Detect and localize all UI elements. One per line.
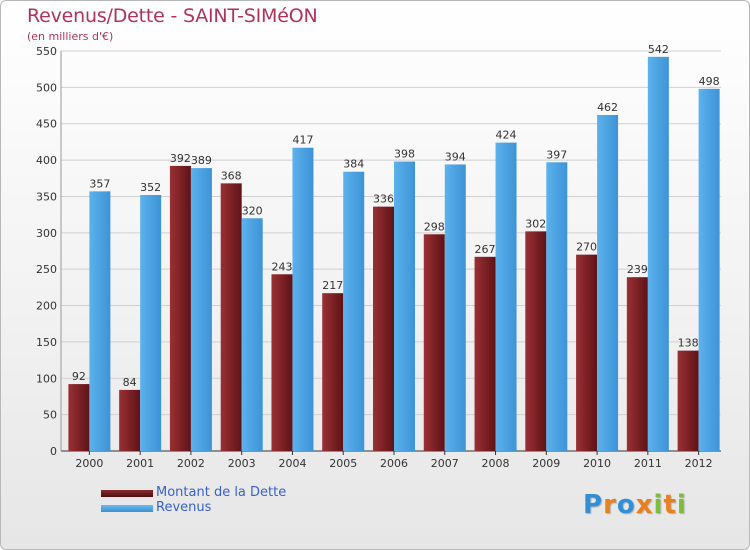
data-label: 217	[322, 279, 343, 292]
bar-revenus	[444, 164, 466, 452]
data-label: 384	[343, 158, 364, 171]
bar-dette	[423, 234, 445, 451]
data-label: 138	[678, 337, 699, 350]
x-tick-label: 2002	[177, 457, 205, 470]
data-label: 424	[496, 129, 517, 142]
data-label: 239	[627, 263, 648, 276]
bar-dette	[271, 274, 293, 451]
y-tick-label: 300	[36, 227, 57, 240]
x-tick-label: 2004	[278, 457, 306, 470]
data-label: 389	[191, 154, 212, 167]
data-label: 368	[221, 169, 242, 182]
x-tick-label: 2005	[329, 457, 357, 470]
logo-letter: t	[663, 490, 677, 520]
chart-title: Revenus/Dette - SAINT-SIMéON	[27, 5, 318, 27]
logo-letter: i	[653, 490, 664, 520]
x-tick-label: 2003	[228, 457, 256, 470]
data-label: 336	[373, 193, 394, 206]
data-label: 243	[271, 260, 292, 273]
logo-letter: i	[676, 490, 687, 520]
data-label: 357	[89, 177, 110, 190]
bar-dette	[220, 183, 242, 451]
data-label: 394	[445, 150, 466, 163]
legend-label-dette: Montant de la Dette	[156, 485, 287, 500]
bar-revenus	[495, 142, 517, 452]
bar-dette	[373, 206, 394, 451]
y-tick-label: 50	[43, 409, 57, 422]
data-label: 398	[394, 148, 415, 161]
bar-revenus	[698, 88, 720, 452]
data-label: 270	[576, 241, 597, 254]
bar-revenus	[190, 168, 212, 451]
bar-dette	[626, 277, 648, 451]
bar-revenus	[546, 162, 568, 452]
bar-revenus	[292, 147, 314, 451]
y-tick-label: 500	[36, 81, 57, 94]
bar-revenus	[241, 218, 263, 451]
bar-revenus	[140, 195, 162, 451]
proxiti-logo: Proxiti	[583, 490, 687, 520]
bar-revenus	[343, 171, 365, 451]
data-label: 298	[424, 220, 445, 233]
x-tick-label: 2001	[126, 457, 154, 470]
y-tick-label: 250	[36, 263, 57, 276]
logo-letter: P	[583, 490, 604, 520]
data-label: 417	[292, 134, 313, 147]
data-label: 84	[123, 376, 137, 389]
x-tick-label: 2007	[431, 457, 459, 470]
legend-label-revenus: Revenus	[156, 500, 212, 515]
x-tick-label: 2006	[380, 457, 408, 470]
data-label: 542	[648, 43, 669, 56]
x-tick-label: 2000	[75, 457, 103, 470]
data-label: 462	[597, 101, 618, 114]
logo-letter: x	[635, 490, 654, 520]
bar-dette	[322, 293, 344, 451]
data-label: 397	[546, 148, 567, 161]
y-tick-label: 550	[36, 45, 57, 58]
legend-swatch-revenus	[101, 505, 153, 512]
bar-dette	[119, 389, 141, 451]
logo-letter: r	[603, 490, 617, 520]
y-tick-label: 0	[50, 445, 57, 458]
bar-dette	[576, 254, 598, 451]
logo-letter: o	[616, 490, 636, 520]
data-label: 498	[699, 75, 720, 88]
x-tick-label: 2011	[634, 457, 662, 470]
chart-subtitle: (en milliers d'€)	[27, 30, 114, 43]
bar-revenus	[647, 56, 669, 452]
bar-dette	[68, 384, 90, 451]
x-tick-label: 2008	[482, 457, 510, 470]
x-tick-label: 2009	[532, 457, 560, 470]
data-label: 392	[170, 152, 191, 165]
y-tick-label: 400	[36, 154, 57, 167]
y-tick-label: 200	[36, 300, 57, 313]
bar-revenus	[394, 161, 415, 451]
data-label: 267	[475, 243, 496, 256]
y-tick-label: 150	[36, 336, 57, 349]
bar-revenus	[89, 191, 111, 451]
y-tick-label: 100	[36, 372, 57, 385]
data-label: 92	[72, 370, 86, 383]
bar-dette	[169, 165, 191, 451]
data-label: 352	[140, 181, 161, 194]
bar-dette	[474, 256, 496, 451]
bar-dette	[525, 231, 547, 451]
y-tick-label: 450	[36, 118, 57, 131]
bar-dette	[677, 350, 699, 451]
bar-revenus	[597, 115, 619, 451]
data-label: 302	[525, 217, 546, 230]
data-label: 320	[242, 204, 263, 217]
x-tick-label: 2012	[685, 457, 713, 470]
x-tick-label: 2010	[583, 457, 611, 470]
y-tick-label: 350	[36, 190, 57, 203]
legend-swatch-dette	[101, 490, 153, 497]
